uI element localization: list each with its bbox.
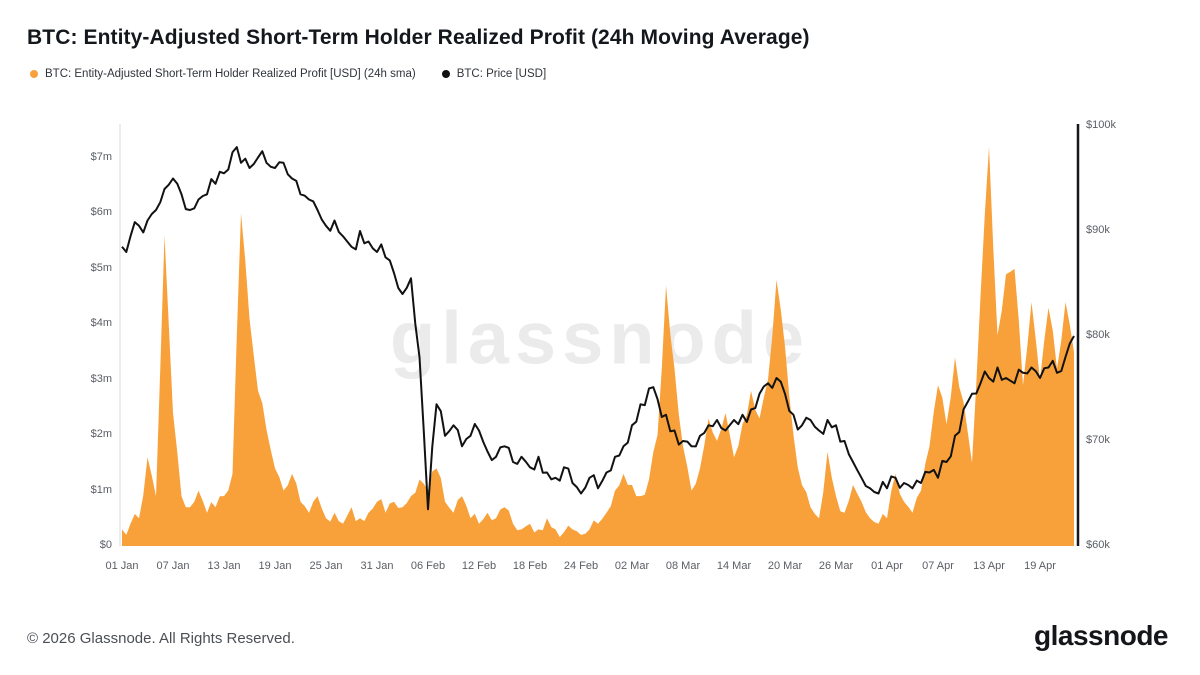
legend-item-profit[interactable]: BTC: Entity-Adjusted Short-Term Holder R… <box>30 68 416 80</box>
legend-label-profit: BTC: Entity-Adjusted Short-Term Holder R… <box>45 68 416 80</box>
glassnode-watermark: glassnode <box>390 296 810 380</box>
chart-title: BTC: Entity-Adjusted Short-Term Holder R… <box>27 26 810 49</box>
legend-dot-price-icon <box>441 70 450 78</box>
profit-area-series <box>122 146 1074 546</box>
legend-item-price[interactable]: BTC: Price [USD] <box>441 68 547 80</box>
legend: BTC: Entity-Adjusted Short-Term Holder R… <box>30 68 546 80</box>
price-line-series <box>121 146 1075 511</box>
copyright-text: © 2026 Glassnode. All Rights Reserved. <box>27 630 295 647</box>
legend-label-price: BTC: Price [USD] <box>456 68 547 80</box>
legend-dot-profit-icon <box>30 70 38 78</box>
glassnode-logo: glassnode <box>1034 620 1168 651</box>
